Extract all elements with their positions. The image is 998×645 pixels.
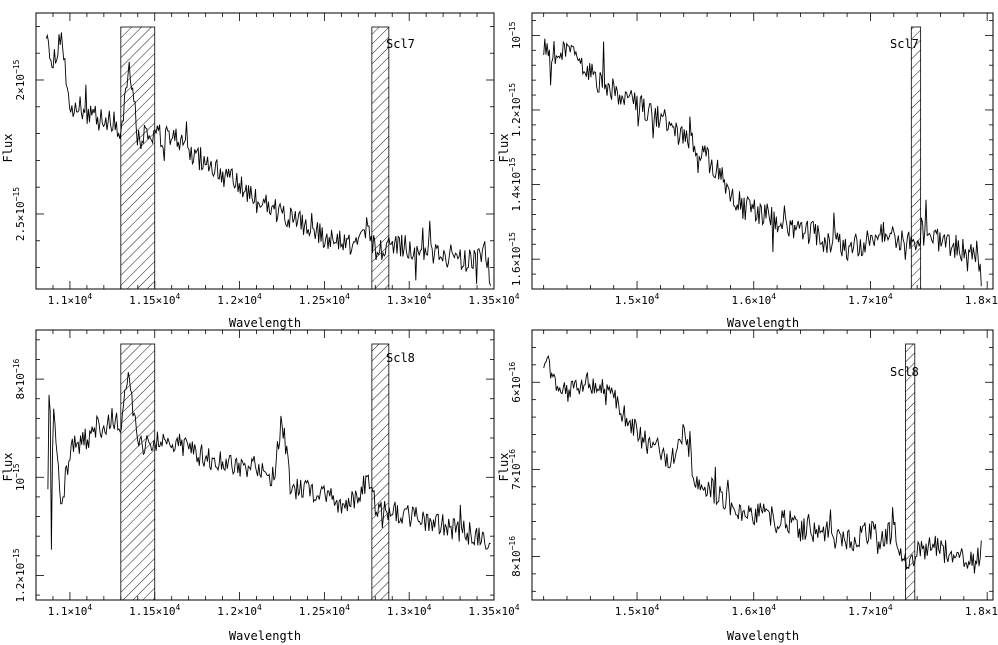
x-tick-label: 1.6×104 [731, 292, 776, 307]
shaded-region-0 [120, 26, 156, 290]
spectrum-line [543, 354, 982, 574]
x-tick-label: 1.15×104 [129, 603, 180, 618]
spectrum-line [47, 372, 491, 550]
x-tick-label: 1.5×104 [615, 603, 660, 618]
y-tick-label: 10−15 [508, 21, 523, 49]
plot-frame [35, 329, 495, 601]
x-tick-label: 1.35×104 [468, 292, 519, 307]
panel-3-ylabel: Flux [497, 453, 511, 482]
spectrum-line [45, 32, 492, 286]
panel-2-label: Scl8 [386, 351, 415, 365]
x-tick-label: 1.7×104 [848, 603, 893, 618]
panel-1-ylabel: Flux [497, 134, 511, 163]
y-tick-label: 10−15 [12, 463, 27, 491]
y-tick-label: 8×10−16 [12, 358, 27, 399]
y-tick-label: 1.4×10−15 [508, 157, 523, 211]
plot-frame [531, 329, 994, 601]
x-tick-label: 1.6×104 [731, 603, 776, 618]
panel-0-xlabel: Wavelength [229, 316, 301, 330]
y-tick-label: 1.6×10−15 [508, 232, 523, 286]
x-tick-label: 1.15×104 [129, 292, 180, 307]
x-tick-label: 1.1×104 [48, 292, 93, 307]
x-tick-label: 1.35×104 [468, 603, 519, 618]
x-tick-label: 1.2×104 [217, 603, 262, 618]
y-tick-label: 1.2×10−15 [12, 548, 27, 602]
panel-0-ylabel: Flux [1, 134, 15, 163]
panel-3: Flux Wavelength Scl8 1.5×104 1.6×104 1.7×1… [497, 329, 998, 643]
x-tick-label: 1.3×104 [387, 603, 432, 618]
panel-2: Flux Wavelength Scl8 1.1×104 1.15×104 1.2×… [1, 329, 520, 643]
x-tick-label: 1.2×104 [217, 292, 262, 307]
y-tick-label: 1.2×10−15 [508, 83, 523, 137]
x-tick-label: 1.1×104 [48, 603, 93, 618]
panel-2-xlabel: Wavelength [229, 629, 301, 643]
y-tick-label: 6×10−16 [508, 362, 523, 403]
x-tick-label: 1.7×104 [848, 292, 893, 307]
panel-0: Flux Wavelength Scl7 1.1×104 1.15×104 1.2×… [1, 12, 520, 330]
y-tick-label: 7×10−16 [508, 449, 523, 490]
panel-3-xlabel: Wavelength [727, 629, 799, 643]
panel-0-label: Scl7 [386, 37, 415, 51]
panel-1-xlabel: Wavelength [727, 316, 799, 330]
plot-frame [531, 12, 994, 290]
plot-frame [35, 12, 495, 290]
spectrum-line [543, 38, 982, 287]
x-tick-label: 1.25×104 [299, 603, 350, 618]
x-tick-label: 1.3×104 [387, 292, 432, 307]
shaded-region-1 [371, 343, 390, 601]
shaded-region-0 [120, 343, 156, 601]
x-tick-label: 1.8×104 [965, 292, 998, 307]
x-tick-label: 1.25×104 [299, 292, 350, 307]
y-tick-label: 2×10−15 [12, 59, 27, 100]
panel-1: Flux Wavelength Scl7 1.5×104 1.6×104 1.7×1… [497, 12, 998, 330]
y-tick-label: 2.5×10−15 [12, 187, 27, 241]
shaded-region-1 [371, 26, 390, 290]
panel-2-ylabel: Flux [1, 453, 15, 482]
y-tick-label: 8×10−16 [508, 536, 523, 577]
x-tick-label: 1.8×104 [965, 603, 998, 618]
x-tick-label: 1.5×104 [615, 292, 660, 307]
